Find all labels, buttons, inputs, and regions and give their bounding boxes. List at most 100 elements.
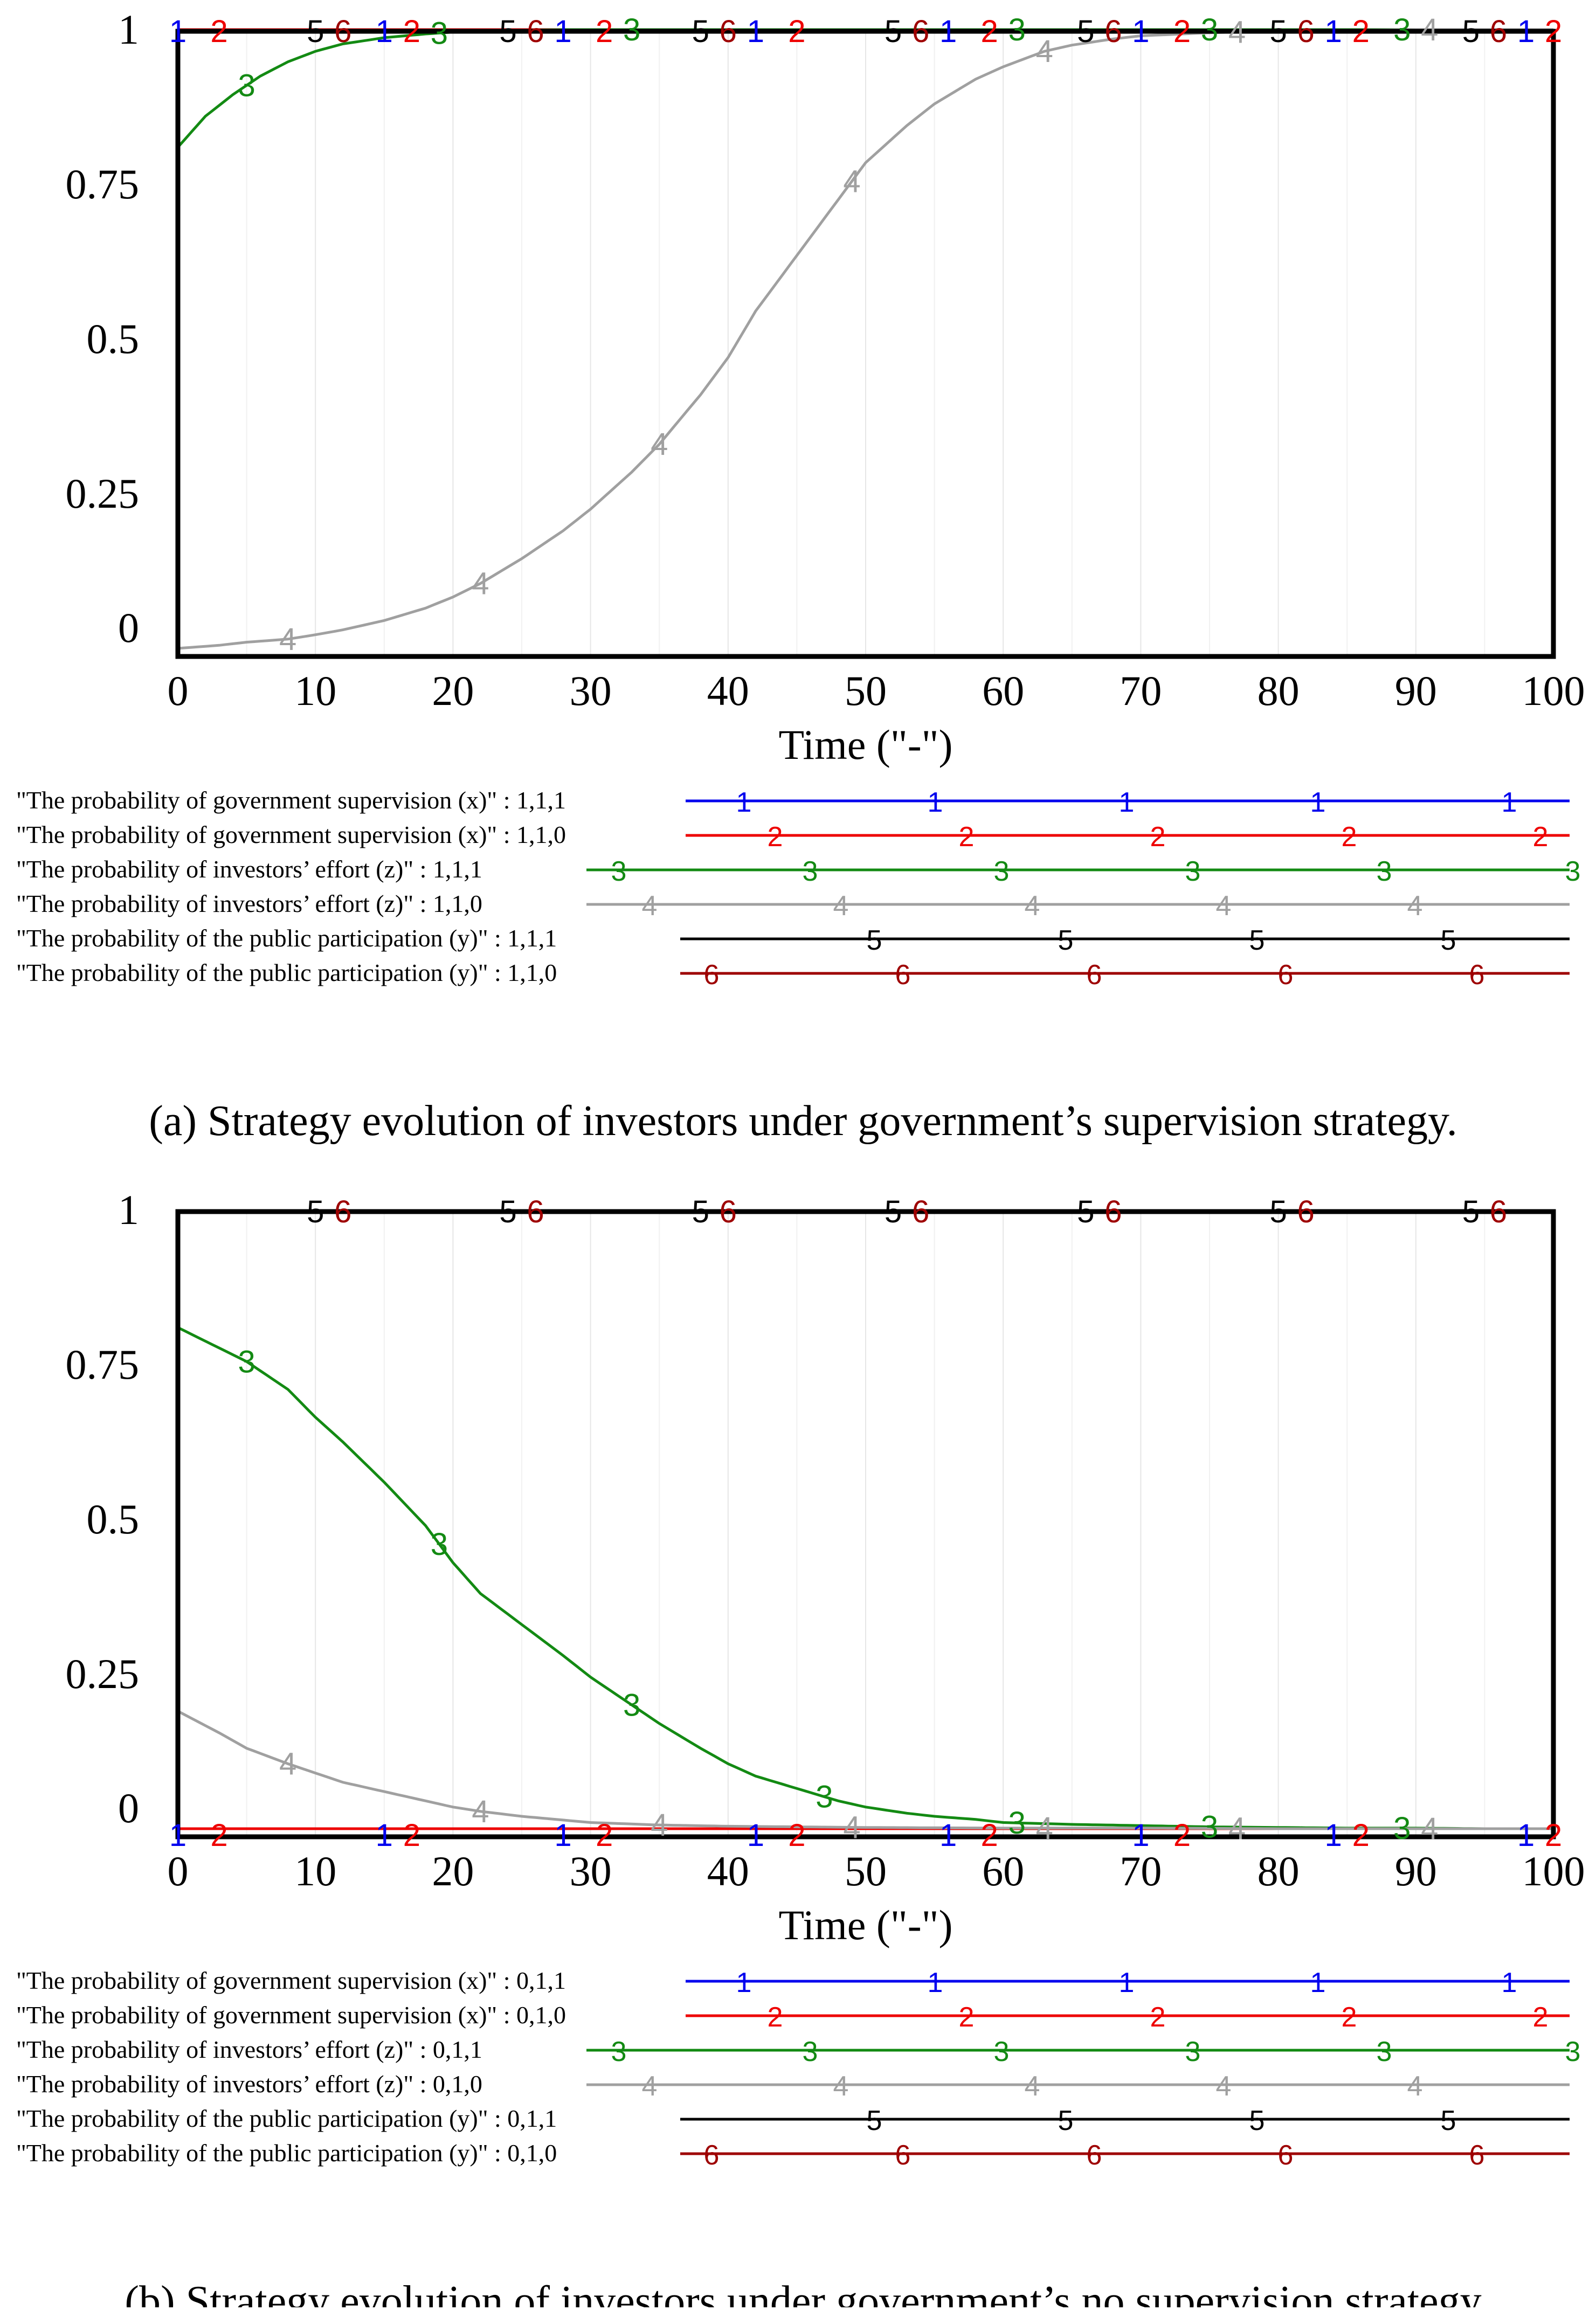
series-4-marker: 4 (472, 1794, 489, 1829)
legend-marker-3: 3 (1377, 2036, 1392, 2067)
legend-marker-3: 3 (1377, 856, 1392, 887)
legend-label-2: "The probability of government supervisi… (16, 821, 566, 848)
legend-marker-4: 4 (833, 890, 849, 922)
series-4-line (177, 1710, 1553, 1830)
series-3-marker: 3 (623, 1687, 640, 1723)
series-5-marker: 5 (1269, 1194, 1287, 1229)
x-tick-label: 0 (168, 667, 189, 714)
y-tick-label: 0 (118, 604, 139, 651)
legend-marker-2: 2 (1150, 821, 1166, 853)
legend-marker-3: 3 (994, 856, 1010, 887)
series-4-marker: 4 (279, 1746, 296, 1781)
series-6-marker: 6 (912, 14, 929, 49)
legend-marker-5: 5 (1058, 2105, 1074, 2136)
series-5-marker: 5 (1077, 1194, 1094, 1229)
series-6-marker: 6 (1490, 1194, 1507, 1229)
series-4-marker: 4 (1228, 15, 1246, 50)
legend-marker-5: 5 (1441, 925, 1456, 956)
series-3-marker: 3 (1201, 12, 1218, 47)
series-1-marker: 1 (747, 14, 764, 49)
legend-marker-2: 2 (1150, 2002, 1166, 2033)
y-tick-label: 1 (118, 6, 139, 53)
legend-marker-2: 2 (768, 2002, 783, 2033)
x-tick-label: 60 (982, 1848, 1024, 1894)
series-3-marker: 3 (1393, 12, 1411, 47)
x-tick-label: 80 (1258, 667, 1300, 714)
legend-marker-5: 5 (867, 925, 882, 956)
series-3-marker: 3 (1201, 1810, 1218, 1845)
plot-frame (175, 1209, 1556, 1839)
series-6-marker: 6 (334, 1194, 351, 1229)
series-6-marker: 6 (720, 14, 737, 49)
series-1-marker: 1 (1325, 14, 1342, 49)
x-axis-label: Time ("-") (779, 721, 953, 768)
legend-marker-4: 4 (642, 2071, 658, 2102)
series-5-marker: 5 (692, 1194, 709, 1229)
series-2-marker: 2 (1352, 1818, 1370, 1853)
series-4-marker: 4 (1036, 34, 1053, 69)
series-2-marker: 2 (596, 1818, 613, 1853)
series-1-marker: 1 (1517, 1818, 1535, 1853)
legend-marker-3: 3 (803, 856, 818, 887)
legend-marker-3: 3 (994, 2036, 1010, 2067)
figure-caption: (a) Strategy evolution of investors unde… (149, 1097, 1457, 1145)
legend-marker-2: 2 (1342, 2002, 1357, 2033)
legend-label-4: "The probability of investors’ effort (z… (16, 890, 482, 917)
x-axis-label: Time ("-") (779, 1901, 953, 1948)
series-6-marker: 6 (720, 1194, 737, 1229)
series-5-marker: 5 (885, 14, 902, 49)
series-5-marker: 5 (885, 1194, 902, 1229)
series-1-marker: 1 (1132, 14, 1149, 49)
y-tick-label: 0 (118, 1785, 139, 1831)
series-3-marker: 3 (1008, 12, 1026, 47)
series-3-marker: 3 (238, 1344, 255, 1379)
series-5-marker: 5 (1462, 14, 1480, 49)
series-1-marker: 1 (939, 1818, 957, 1853)
legend-marker-2: 2 (959, 821, 975, 853)
x-tick-label: 10 (294, 667, 336, 714)
series-4-marker: 4 (1036, 1811, 1053, 1846)
series-2-marker: 2 (981, 1818, 998, 1853)
series-3-marker: 3 (238, 68, 255, 103)
y-tick-label: 1 (118, 1186, 139, 1233)
x-tick-label: 70 (1120, 1848, 1162, 1894)
x-tick-label: 10 (294, 1848, 336, 1894)
legend-marker-2: 2 (768, 821, 783, 853)
series-5-marker: 5 (1077, 14, 1094, 49)
legend-label-2: "The probability of government supervisi… (16, 2001, 566, 2029)
legend-label-3: "The probability of investors’ effort (z… (16, 2036, 482, 2063)
legend-marker-5: 5 (1058, 925, 1074, 956)
x-tick-label: 100 (1522, 1848, 1585, 1894)
legend-marker-2: 2 (1533, 821, 1549, 853)
series-2-marker: 2 (788, 14, 805, 49)
series-6-marker: 6 (912, 1194, 929, 1229)
series-4-marker: 4 (651, 1808, 668, 1843)
y-tick-label: 0.75 (66, 1341, 140, 1388)
x-tick-label: 70 (1120, 667, 1162, 714)
legend-marker-4: 4 (1407, 890, 1423, 922)
legend-marker-5: 5 (867, 2105, 882, 2136)
legend-marker-2: 2 (959, 2002, 975, 2033)
series-5-marker: 5 (307, 14, 324, 49)
x-tick-label: 50 (845, 1848, 887, 1894)
series-6-marker: 6 (1297, 14, 1315, 49)
legend-marker-1: 1 (1502, 787, 1517, 818)
series-5-marker: 5 (1462, 1194, 1480, 1229)
legend-marker-6: 6 (895, 959, 911, 991)
series-2-marker: 2 (210, 1818, 227, 1853)
legend-marker-3: 3 (1185, 856, 1201, 887)
series-4-marker: 4 (472, 566, 489, 601)
x-tick-label: 20 (432, 1848, 474, 1894)
series-1-marker: 1 (376, 14, 393, 49)
legend-marker-5: 5 (1441, 2105, 1456, 2136)
series-4-marker: 4 (843, 164, 860, 199)
series-2-marker: 2 (981, 14, 998, 49)
series-1-marker: 1 (1132, 1818, 1149, 1853)
legend-marker-4: 4 (1216, 2071, 1232, 2102)
legend-marker-6: 6 (1278, 959, 1294, 991)
series-3-marker: 3 (1008, 1806, 1026, 1841)
legend-marker-1: 1 (1119, 787, 1135, 818)
legend-marker-4: 4 (1025, 890, 1040, 922)
